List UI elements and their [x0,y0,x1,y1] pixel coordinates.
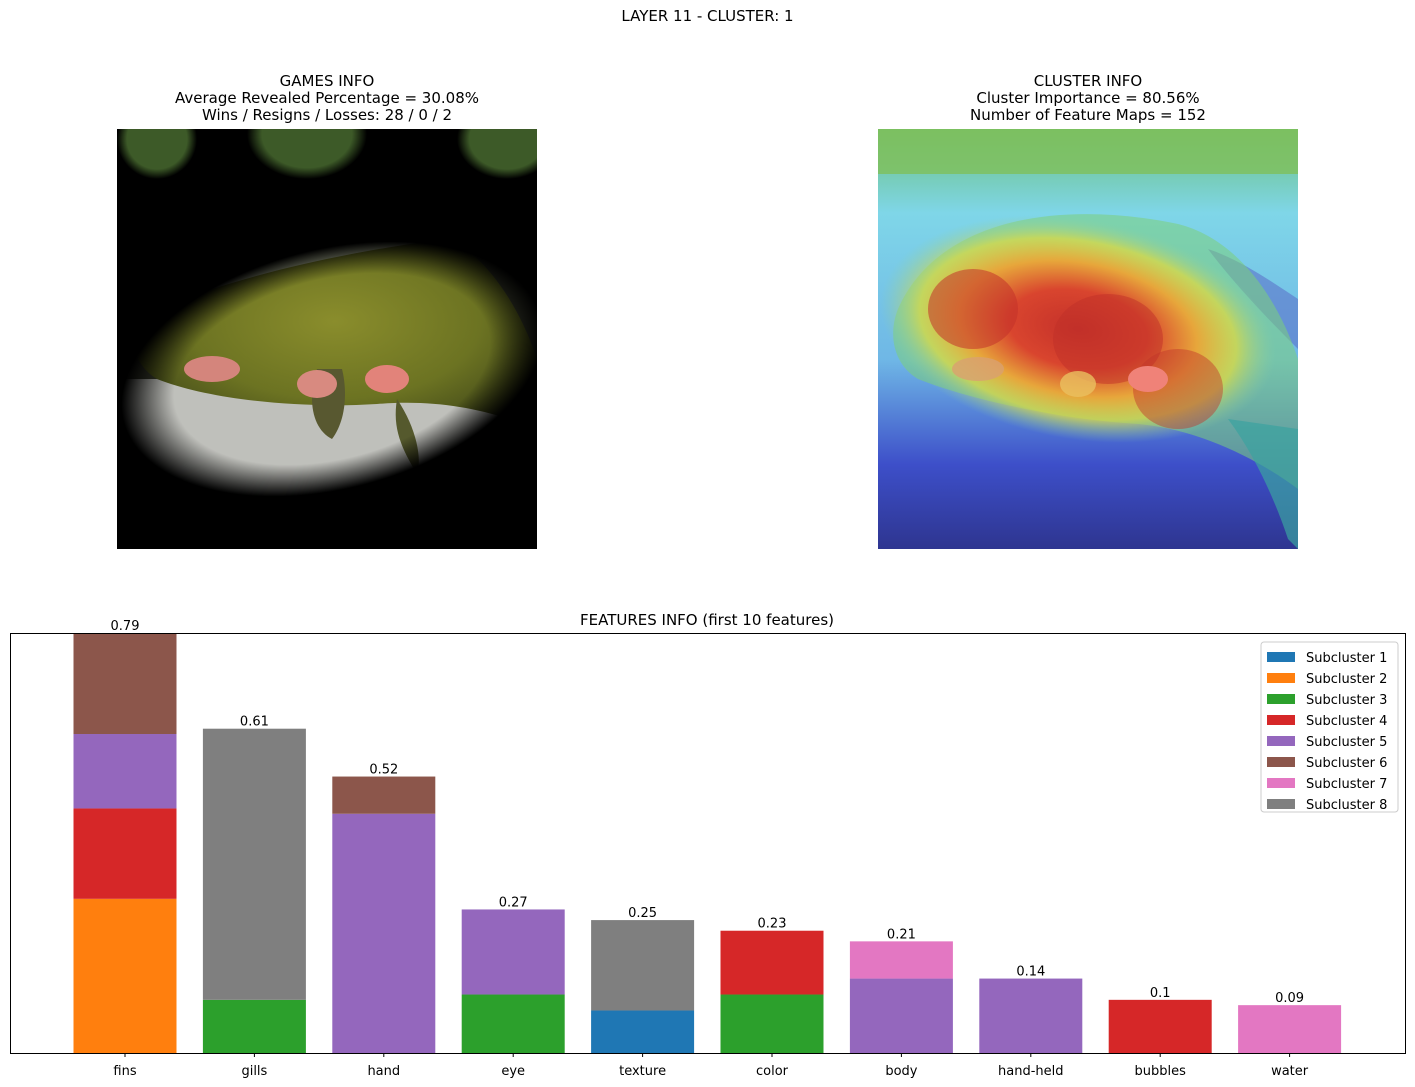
bar-segment-body-subcluster-5 [849,978,953,1053]
legend-label-subcluster-6: Subcluster 6 [1306,756,1387,771]
x-tick-label: hand [367,1064,400,1079]
figure-title: LAYER 11 - CLUSTER: 1 [621,7,794,25]
legend-swatch-subcluster-3 [1267,694,1295,704]
games-info-header: GAMES INFO Average Revealed Percentage =… [117,73,537,124]
cluster-info-title: CLUSTER INFO [1033,72,1143,90]
legend-label-subcluster-5: Subcluster 5 [1306,735,1387,750]
bar-segment-eye-subcluster-5 [461,909,565,995]
bar-segment-gills-subcluster-8 [202,728,306,1000]
x-tick-label: texture [619,1064,666,1079]
legend-swatch-subcluster-7 [1267,778,1295,788]
bar-segment-hand-subcluster-6 [332,776,436,814]
x-tick-label: gills [241,1064,267,1079]
bar-total-label: 0.23 [758,917,787,932]
bar-total-label: 0.25 [628,906,657,921]
bar-segment-hand-held-subcluster-5 [979,978,1083,1053]
legend-swatch-subcluster-5 [1267,736,1295,746]
legend-swatch-subcluster-6 [1267,757,1295,767]
bar-segment-color-subcluster-4 [720,930,824,995]
bar-segment-water-subcluster-7 [1238,1005,1342,1053]
bar-segment-gills-subcluster-3 [202,999,306,1053]
bar-segment-texture-subcluster-8 [591,920,695,1011]
games-info-results: Wins / Resigns / Losses: 28 / 0 / 2 [201,106,453,124]
x-tick-label: color [756,1064,789,1079]
x-tick-label: water [1271,1064,1309,1079]
cluster-info-importance: Cluster Importance = 80.56% [976,89,1200,107]
x-tick-label: body [885,1064,917,1079]
legend-swatch-subcluster-4 [1267,715,1295,725]
legend-label-subcluster-1: Subcluster 1 [1306,651,1387,666]
bar-segment-fins-subcluster-5 [73,734,177,809]
legend-label-subcluster-2: Subcluster 2 [1306,672,1387,687]
bar-segment-body-subcluster-7 [849,941,953,979]
bar-segment-fins-subcluster-2 [73,898,177,1053]
legend-label-subcluster-4: Subcluster 4 [1306,714,1387,729]
x-tick-label: eye [501,1064,525,1079]
bar-segment-fins-subcluster-4 [73,808,177,899]
bar-segment-fins-subcluster-6 [73,633,177,735]
legend-swatch-subcluster-8 [1267,799,1295,809]
legend-label-subcluster-8: Subcluster 8 [1306,798,1387,813]
bar-total-label: 0.09 [1275,991,1304,1006]
legend-box [1260,641,1399,813]
bar-total-label: 0.61 [240,715,269,730]
x-tick-label: fins [113,1064,136,1079]
bar-total-label: 0.27 [499,895,528,910]
plot-area-frame [10,633,1406,1054]
legend-swatch-subcluster-2 [1267,673,1295,683]
revealed-fish-image [117,129,537,549]
bar-segment-texture-subcluster-1 [591,1010,695,1053]
bar-total-label: 0.52 [369,763,398,778]
bar-segment-color-subcluster-3 [720,994,824,1053]
cluster-heatmap-image [878,129,1298,549]
bar-segment-eye-subcluster-3 [461,994,565,1053]
x-tick-label: hand-held [998,1064,1064,1079]
chart-title: FEATURES INFO (first 10 features) [580,611,834,629]
games-info-revealed: Average Revealed Percentage = 30.08% [174,89,479,107]
bar-total-label: 0.14 [1016,965,1045,980]
bar-total-label: 0.1 [1150,986,1171,1001]
games-info-title: GAMES INFO [279,72,375,90]
bar-total-label: 0.79 [111,619,140,634]
x-tick-label: bubbles [1135,1064,1187,1079]
bar-segment-bubbles-subcluster-4 [1108,999,1212,1053]
legend-label-subcluster-3: Subcluster 3 [1306,693,1387,708]
bar-total-label: 0.21 [887,927,916,942]
legend-swatch-subcluster-1 [1267,652,1295,662]
cluster-info-feature-maps: Number of Feature Maps = 152 [970,106,1206,124]
bar-segment-hand-subcluster-5 [332,813,436,1053]
cluster-info-header: CLUSTER INFO Cluster Importance = 80.56%… [878,73,1298,124]
legend-label-subcluster-7: Subcluster 7 [1306,777,1387,792]
